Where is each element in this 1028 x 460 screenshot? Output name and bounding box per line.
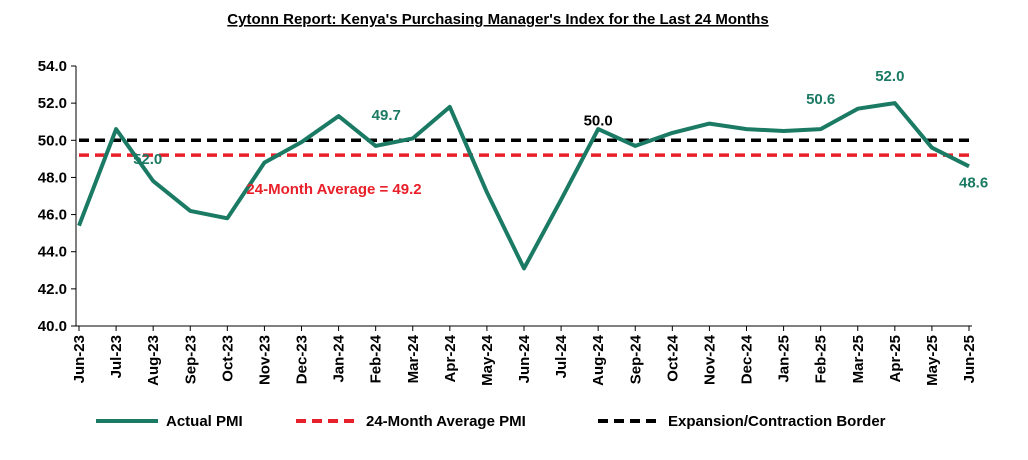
x-tick-label: Nov-23 bbox=[256, 335, 273, 385]
x-tick-label: Apr-25 bbox=[887, 335, 904, 383]
annotation-label: 48.6 bbox=[959, 174, 988, 191]
x-tick-label: Feb-25 bbox=[813, 335, 830, 383]
y-tick-label: 54.0 bbox=[38, 58, 67, 75]
series-layer bbox=[77, 101, 970, 271]
x-tick-label: Jul-23 bbox=[108, 335, 125, 378]
x-tick-label: Jul-24 bbox=[553, 334, 570, 378]
x-tick-label: Jun-25 bbox=[961, 335, 978, 383]
annotation-label: 49.7 bbox=[372, 107, 401, 124]
legend-label: Expansion/Contraction Border bbox=[668, 413, 886, 430]
annotation-label: 52.0 bbox=[875, 68, 904, 85]
x-tick-label: Dec-24 bbox=[739, 334, 756, 384]
x-tick-label: Mar-25 bbox=[850, 335, 867, 383]
legend-label: Actual PMI bbox=[166, 413, 243, 430]
x-tick-label: Apr-24 bbox=[442, 334, 459, 382]
x-tick-label: Sep-24 bbox=[627, 334, 644, 384]
axes: 40.0 42.0 44.0 46.0 48.0 50.0 52.0 54.0 Jun-23 Ju… bbox=[38, 58, 978, 386]
x-tick-label: Oct-24 bbox=[664, 334, 681, 381]
annotation-label: 24-Month Average = 49.2 bbox=[246, 181, 421, 198]
y-tick-label: 44.0 bbox=[38, 244, 67, 261]
annotation-label: 52.0 bbox=[133, 151, 162, 168]
x-tick-label: Jan-24 bbox=[331, 334, 348, 382]
y-tick-label: 52.0 bbox=[38, 95, 67, 112]
y-tick-label: 42.0 bbox=[38, 281, 67, 298]
y-tick-label: 48.0 bbox=[38, 169, 67, 186]
x-tick-label: Mar-24 bbox=[405, 334, 422, 383]
x-tick-label: Feb-24 bbox=[368, 334, 385, 383]
x-tick-label: May-24 bbox=[479, 334, 496, 386]
x-tick-label: May-25 bbox=[924, 335, 941, 386]
series-line-actual-pmi bbox=[77, 101, 970, 271]
x-tick-label: Oct-23 bbox=[219, 335, 236, 382]
y-tick-label: 40.0 bbox=[38, 318, 67, 335]
x-tick-label: Jun-23 bbox=[71, 335, 88, 383]
x-tick-label: Jan-25 bbox=[776, 335, 793, 383]
x-tick-label: Aug-23 bbox=[145, 335, 162, 386]
x-tick-label: Aug-24 bbox=[590, 334, 607, 385]
annotation-label: 50.6 bbox=[806, 91, 835, 108]
legend: Actual PMI 24-Month Average PMI Expansion/… bbox=[96, 413, 886, 430]
x-tick-label: Nov-24 bbox=[701, 334, 718, 385]
x-tick-label: Sep-23 bbox=[182, 335, 199, 384]
annotation-label: 50.0 bbox=[584, 112, 613, 129]
x-tick-label: Jun-24 bbox=[516, 334, 533, 383]
chart-title: Cytonn Report: Kenya's Purchasing Manage… bbox=[227, 11, 768, 28]
y-tick-label: 46.0 bbox=[38, 207, 67, 224]
y-tick-label: 50.0 bbox=[38, 132, 67, 149]
x-tick-label: Dec-23 bbox=[294, 335, 311, 384]
annotation-layer: 52.0 49.7 50.0 50.6 52.0 48.6 24-Month Average… bbox=[133, 68, 988, 198]
legend-label: 24-Month Average PMI bbox=[366, 413, 526, 430]
